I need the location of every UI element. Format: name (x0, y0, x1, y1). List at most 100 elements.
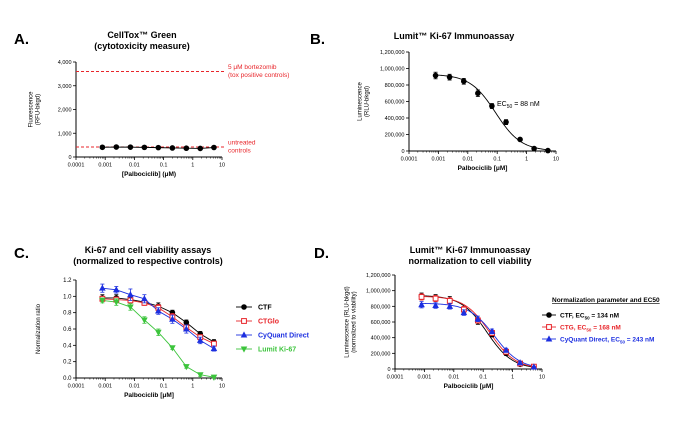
panel-c-x-tick-label: 0.1 (160, 384, 168, 390)
panel-c-data-point (141, 317, 148, 324)
panel-b-y-tick-label: 400,000 (385, 116, 405, 122)
panel-c-x-tick-label: 1 (191, 384, 194, 390)
panel-b-annotation: EC50 = 88 nM (497, 101, 540, 110)
panel-a-data-point (127, 144, 134, 150)
panel-d-data-point (432, 301, 439, 309)
panel-c-data-point (127, 291, 134, 298)
panel-d-data-point (460, 308, 468, 316)
panel-letter-c: C. (14, 245, 29, 262)
panel-b-x-label: Palbociclib [μM] (458, 165, 508, 172)
panel-c-y-tick-label: 0.4 (63, 343, 72, 349)
panel-a-title-line2: (cytotoxicity measure) (94, 41, 190, 51)
panel-b-x-tick-label: 0.0001 (401, 157, 418, 163)
panel-b-data-point (545, 147, 551, 154)
panel-a-x-label: [Palbociclib] (μM) (122, 171, 176, 178)
panel-d-legend-label: CTF, EC50 = 134 nM (560, 313, 619, 321)
panel-d-data-point (502, 346, 510, 353)
chart-panel-b: 0 200,000 400,000 600,000 800,000 1,000,000 1,… (358, 50, 560, 172)
panel-d-legend-title: Normalization parameter and EC50 (552, 297, 660, 304)
panel-a-reference-label: (tox positive controls) (228, 72, 289, 79)
panel-c-data-point (127, 304, 134, 311)
panel-a-reference-label: controls (228, 148, 252, 155)
panel-c-legend-marker (241, 304, 247, 310)
panel-c-legend-label: CTF (258, 305, 272, 312)
panel-d-y-label: (normalized to viability) (352, 291, 358, 352)
panel-a-x-tick-label: 1 (191, 163, 194, 169)
panel-letter-a: A. (14, 31, 29, 48)
panel-a-reference-label: 5 μM bortezomib (228, 64, 277, 71)
panel-c-x-tick-label: 0.001 (98, 384, 112, 390)
panel-c-legend-label: Lumit Ki-67 (258, 347, 296, 354)
panel-c-data-point (183, 319, 190, 326)
panel-b-y-tick-label: 0 (401, 149, 404, 155)
panel-a-x-tick-label: 0.0001 (68, 163, 85, 169)
panel-d-x-tick-label: 0.0001 (387, 375, 404, 381)
panel-d-data-point (530, 363, 538, 370)
panel-a-data-point (113, 144, 120, 150)
panel-d-legend-marker (546, 312, 552, 318)
panel-c-y-tick-label: 0.8 (63, 311, 72, 317)
panel-d-data-point (474, 315, 482, 322)
panel-b-data-point (531, 145, 537, 152)
panel-b-x-tick-label: 0.01 (462, 157, 473, 163)
panel-a-data-point (169, 145, 176, 151)
panel-c-data-point (155, 307, 162, 314)
panel-d-y-tick-label: 800,000 (371, 304, 391, 310)
panel-a-title-line1: CellTox™ Green (107, 30, 176, 40)
panel-a-y-label: Fluorescence (29, 91, 35, 128)
panel-a-data-point (211, 144, 217, 151)
panel-d-legend-label: CyQuant Direct, EC50 = 243 nM (560, 337, 654, 345)
panel-d-legend-marker (546, 324, 552, 330)
panel-d-y-tick-label: 600,000 (371, 320, 391, 326)
panel-d-data-point (418, 301, 425, 308)
panel-a-x-tick-label: 0.1 (160, 163, 168, 169)
panel-d-y-label: Luminescence (RLU-bkgd) (345, 286, 351, 357)
panel-letter-b: B. (310, 31, 325, 48)
panel-c-data-point (155, 329, 162, 336)
panel-a-x-tick-label: 0.01 (129, 163, 140, 169)
panel-b-data-point (503, 119, 509, 125)
panel-a-y-tick-label: 0 (68, 155, 71, 161)
panel-d-y-tick-label: 1,000,000 (366, 289, 390, 295)
panel-d-x-tick-label: 0.001 (418, 375, 432, 381)
panel-b-data-point (475, 90, 481, 97)
panel-c-data-point (210, 374, 218, 381)
panel-d-data-point (446, 297, 453, 304)
panel-a-data-point (155, 144, 162, 151)
panel-c-data-point (210, 344, 218, 352)
panel-d-x-label: Palbociclib [μM] (444, 383, 494, 390)
panel-c-y-tick-label: 0.6 (63, 327, 72, 333)
panel-a-y-tick-label: 4,000 (58, 60, 72, 66)
panel-c-title-line1: Ki-67 and cell viability assays (85, 245, 212, 255)
panel-c-data-point (183, 325, 190, 332)
panel-d-x-tick-label: 0.01 (448, 375, 459, 381)
panel-c-x-tick-label: 0.0001 (68, 384, 85, 390)
panel-c-legend-label: CyQuant Direct (258, 333, 310, 340)
panel-d-x-tick-label: 10 (539, 375, 545, 381)
panel-c-y-tick-label: 0.0 (63, 376, 72, 382)
panel-b-data-point (460, 78, 467, 85)
panel-c-y-label: Normalization ratio (36, 303, 42, 354)
panel-c-data-point (169, 345, 176, 352)
panel-a-data-point (141, 144, 148, 151)
panel-c-data-point (169, 315, 176, 322)
chart-panel-a: 0 1,000 2,000 3,000 4,000 0.0001 0.001 0.01 0.1 1… (29, 60, 290, 178)
panel-d-legend-marker (545, 335, 553, 342)
panel-d-data-point (418, 294, 425, 300)
panel-a-data-point (197, 145, 204, 152)
panel-a-data-point (99, 144, 106, 151)
panel-c-y-tick-label: 0.2 (63, 360, 72, 366)
panel-d-data-point (446, 302, 454, 309)
panel-b-y-tick-label: 1,000,000 (380, 67, 404, 73)
panel-a-reference-label: untreated (228, 140, 256, 147)
panel-c-data-point (141, 295, 148, 302)
panel-c-x-tick-label: 0.01 (129, 384, 140, 390)
panel-b-x-tick-label: 0.1 (493, 157, 501, 163)
panel-c-data-point (112, 286, 120, 293)
panel-b-data-point (517, 136, 523, 143)
panel-c-title-line2: (normalized to respective controls) (73, 256, 223, 266)
panel-b-x-tick-label: 10 (553, 157, 559, 163)
panel-b-x-tick-label: 1 (525, 157, 528, 163)
